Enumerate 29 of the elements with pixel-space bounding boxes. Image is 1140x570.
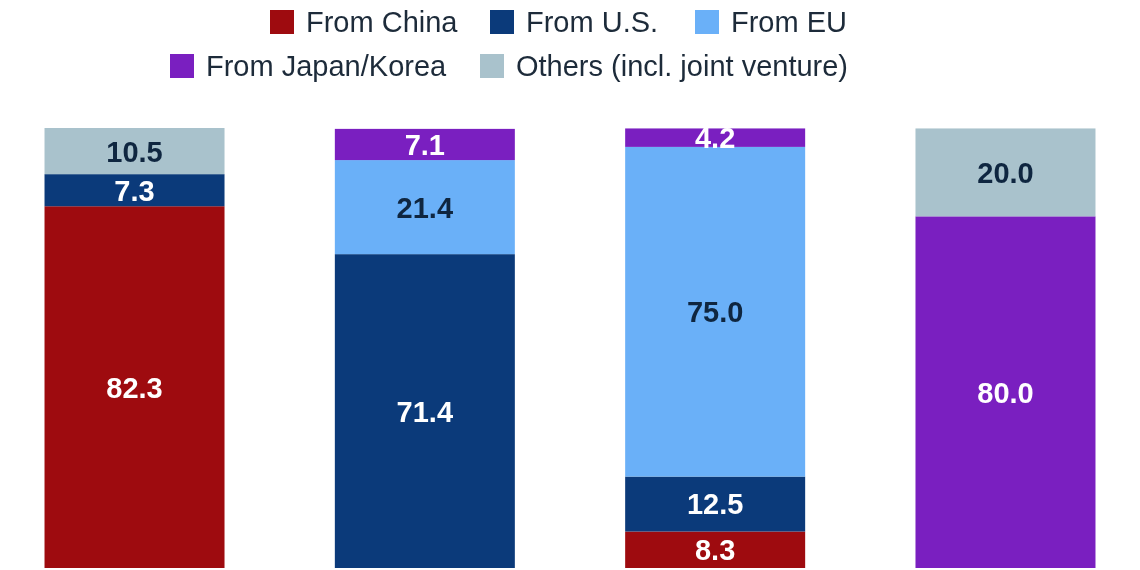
bar xyxy=(44,174,225,207)
legend-label: Others (incl. joint venture) xyxy=(516,50,849,83)
legend-label: From Japan/Korea xyxy=(206,50,448,83)
legend-label: From U.S. xyxy=(526,6,659,39)
data-label: 82.3 xyxy=(106,371,163,404)
bar xyxy=(625,531,806,568)
bar xyxy=(915,128,1096,217)
bar xyxy=(334,128,515,161)
data-label: 12.5 xyxy=(686,488,744,521)
data-label: 8.3 xyxy=(695,534,736,567)
bar xyxy=(44,128,225,175)
data-label: 7.1 xyxy=(404,128,445,161)
data-label: 75.0 xyxy=(686,296,744,329)
data-label: 21.4 xyxy=(396,191,454,224)
legend-label: From EU xyxy=(731,6,847,39)
bar xyxy=(915,216,1096,568)
data-label: 4.2 xyxy=(695,122,736,155)
bar xyxy=(625,146,806,477)
bar xyxy=(625,476,806,532)
bar xyxy=(334,160,515,255)
bar xyxy=(44,206,225,568)
data-label: 10.5 xyxy=(106,135,163,168)
bar xyxy=(334,254,515,568)
data-label: 71.4 xyxy=(396,395,454,428)
data-label: 80.0 xyxy=(977,376,1034,409)
bar xyxy=(625,128,806,147)
legend-label: From China xyxy=(306,6,459,39)
data-label: 7.3 xyxy=(114,174,155,207)
data-label: 20.0 xyxy=(977,156,1034,189)
